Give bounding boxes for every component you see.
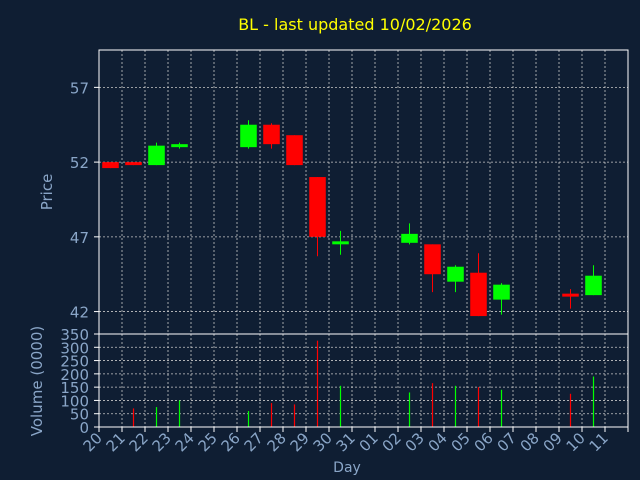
price-panel: 42 47 52 57 (70, 49, 629, 335)
volume-tick-label: 150 (60, 379, 89, 397)
candle-body (125, 162, 142, 166)
price-tick-label: 42 (70, 304, 89, 322)
candle-body (263, 124, 280, 145)
candle-body (562, 293, 579, 297)
candle-body (424, 244, 441, 275)
chart-title: BL - last updated 10/02/2026 (238, 15, 472, 34)
x-axis-label: Day (333, 460, 361, 476)
volume-tick-label: 200 (60, 366, 89, 384)
candle-body (585, 275, 602, 296)
x-axis: 2021222324252627282930310102030405060708… (80, 427, 629, 455)
volume-tick-label: 300 (60, 339, 89, 357)
volume-tick-label: 0 (79, 419, 89, 437)
volume-tick-label: 50 (70, 406, 89, 424)
volume-tick-label: 100 (60, 392, 89, 410)
price-frame (98, 49, 629, 335)
candle-body (470, 272, 487, 317)
price-tick-label: 57 (70, 79, 89, 97)
price-axis-label: Price (38, 174, 56, 211)
candle-body (332, 241, 349, 245)
price-tick-label: 47 (70, 229, 89, 247)
volume-axis-label: Volume (0000) (28, 326, 46, 436)
volume-frame (98, 333, 629, 428)
candle-body (447, 266, 464, 282)
volume-tick-label: 350 (60, 326, 89, 344)
candle-body (171, 144, 188, 148)
candle-body (309, 177, 326, 237)
volume-tick-label: 250 (60, 353, 89, 371)
price-tick-label: 52 (70, 154, 89, 172)
candle-body (401, 233, 418, 243)
candle-body (148, 145, 165, 166)
candle-body (240, 124, 257, 148)
candle-body (102, 162, 119, 169)
x-tick-label: 11 (586, 429, 612, 455)
candle-body (493, 284, 510, 300)
candle-body (286, 135, 303, 166)
